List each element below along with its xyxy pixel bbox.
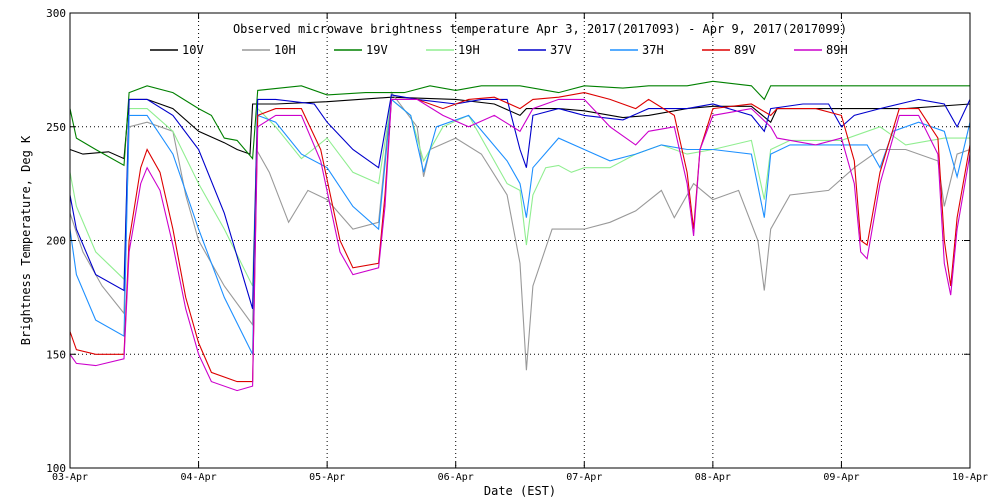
- x-tick-label: 08-Apr: [695, 472, 731, 483]
- legend-label-37H: 37H: [642, 43, 664, 57]
- x-tick-label: 10-Apr: [952, 472, 988, 483]
- legend-label-19V: 19V: [366, 43, 388, 57]
- x-tick-label: 06-Apr: [438, 472, 474, 483]
- series-group: [69, 80, 971, 392]
- x-tick-label: 04-Apr: [181, 472, 217, 483]
- y-tick-label: 100: [46, 462, 66, 475]
- chart-title: Observed microwave brightness temperatur…: [233, 22, 847, 36]
- x-tick-label: 07-Apr: [566, 472, 602, 483]
- y-tick-label: 200: [46, 235, 66, 248]
- y-tick-label: 250: [46, 121, 66, 134]
- series-line-37V: [69, 94, 971, 309]
- series-line-37H: [69, 98, 971, 355]
- grid-lines: [70, 13, 970, 468]
- y-axis-label: Brightness Temperature, Deg K: [19, 135, 33, 345]
- chart-legend: 10V 10H 19V 19H 37V 37H 89V 89H: [150, 43, 848, 57]
- legend-label-37V: 37V: [550, 43, 572, 57]
- x-axis-label: Date (EST): [484, 484, 556, 498]
- x-axis-ticks: 03-Apr 04-Apr 05-Apr 06-Apr 07-Apr 08-Apr 09-A…: [52, 13, 988, 483]
- legend-label-89V: 89V: [734, 43, 756, 57]
- y-axis-ticks: 100 150 200 250 300: [46, 7, 970, 475]
- series-line-19V: [69, 80, 970, 167]
- series-line-89V: [69, 92, 971, 383]
- series-line-89H: [69, 98, 971, 392]
- x-tick-label: 05-Apr: [309, 472, 345, 483]
- y-tick-label: 150: [46, 348, 66, 361]
- legend-label-10H: 10H: [274, 43, 296, 57]
- x-tick-label: 03-Apr: [52, 472, 88, 483]
- legend-label-89H: 89H: [826, 43, 848, 57]
- series-line-19H: [69, 98, 970, 287]
- legend-label-10V: 10V: [182, 43, 204, 57]
- legend-label-19H: 19H: [458, 43, 480, 57]
- series-line-10H: [69, 91, 971, 371]
- y-tick-label: 300: [46, 7, 66, 20]
- x-tick-label: 09-Apr: [823, 472, 859, 483]
